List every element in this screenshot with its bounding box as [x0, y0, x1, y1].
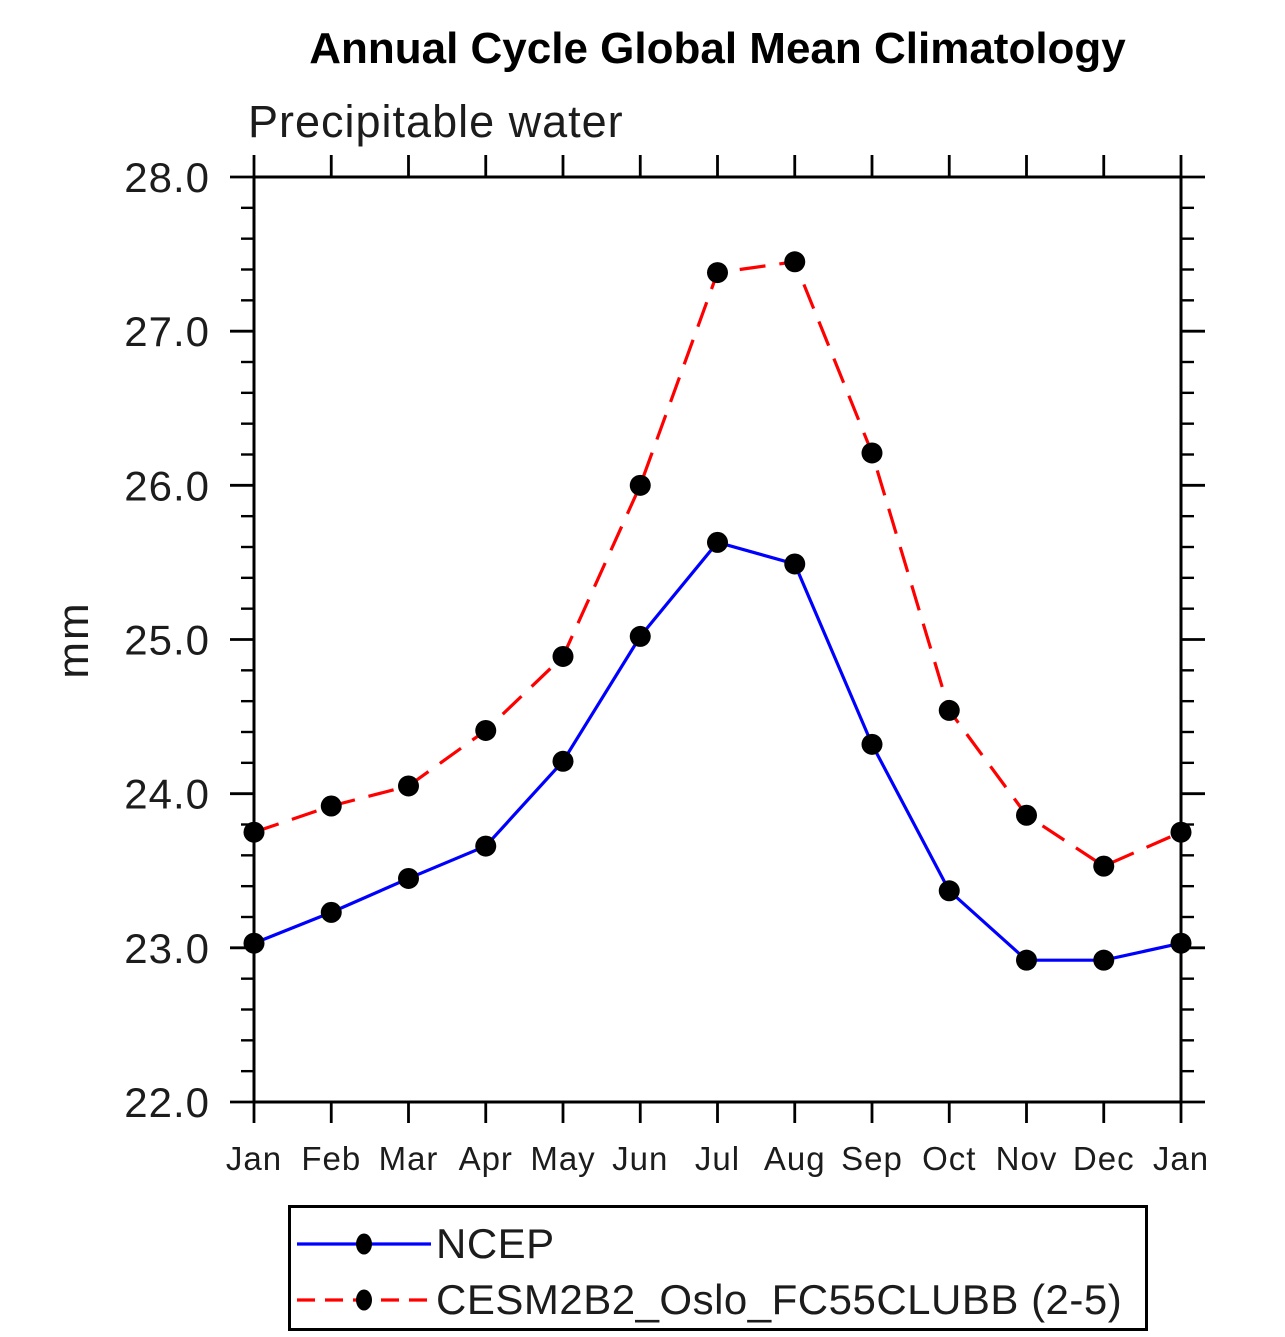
data-point-marker	[398, 867, 419, 889]
data-point-marker	[707, 531, 728, 553]
data-point-marker	[861, 733, 883, 755]
legend-line-sample-solid	[297, 1233, 431, 1255]
data-point-marker	[320, 795, 342, 817]
data-point-marker	[243, 932, 265, 954]
y-tick-label: 26.0	[124, 462, 210, 509]
x-tick-label: Oct	[922, 1140, 976, 1177]
data-point-marker	[475, 835, 497, 857]
data-point-marker	[629, 474, 651, 496]
legend-marker-icon	[356, 1233, 372, 1255]
data-point-marker	[629, 625, 651, 647]
x-tick-label: Jun	[612, 1140, 668, 1177]
series-line-ncep	[253, 540, 1182, 962]
data-point-marker	[938, 880, 960, 902]
data-point-marker	[398, 775, 419, 797]
data-point-marker	[1170, 821, 1192, 843]
legend-marker-icon	[356, 1289, 372, 1311]
data-point-marker	[1093, 949, 1115, 971]
chart-title: Annual Cycle Global Mean Climatology	[309, 24, 1126, 73]
legend-item-ncep: NCEP	[295, 1220, 555, 1267]
data-point-marker	[1016, 949, 1037, 971]
y-tick-label: 23.0	[124, 925, 210, 972]
x-tick-label: Apr	[459, 1140, 513, 1177]
x-tick-label: Aug	[764, 1140, 826, 1177]
legend-label: NCEP	[436, 1220, 555, 1267]
data-point-marker	[475, 719, 497, 741]
chart-subtitle: Precipitable water	[248, 96, 624, 147]
x-tick-label: Feb	[301, 1140, 361, 1177]
data-point-marker	[243, 821, 265, 843]
x-tick-label: Dec	[1073, 1140, 1135, 1177]
series-line-cesm2b2	[253, 260, 1182, 868]
data-point-marker	[1170, 932, 1192, 954]
y-tick-label: 27.0	[124, 308, 210, 355]
legend-label: CESM2B2_Oslo_FC55CLUBB (2-5)	[436, 1276, 1123, 1323]
data-point-marker	[320, 901, 342, 923]
data-point-marker	[938, 699, 960, 721]
data-point-marker	[784, 553, 806, 575]
data-point-marker	[1093, 855, 1115, 877]
x-tick-label: Sep	[841, 1140, 903, 1177]
data-point-marker	[552, 750, 574, 772]
y-axis-label: mm	[49, 601, 98, 678]
data-point-marker	[861, 442, 883, 464]
legend-box: NCEP CESM2B2_Oslo_FC55CLUBB (2-5)	[288, 1205, 1148, 1331]
y-tick-label: 24.0	[124, 771, 210, 818]
legend-item-cesm2b2: CESM2B2_Oslo_FC55CLUBB (2-5)	[295, 1276, 1123, 1323]
plot-frame	[252, 175, 1183, 1104]
data-point-marker	[1016, 804, 1037, 826]
data-point-marker	[707, 262, 728, 284]
legend-line-sample-dashed	[297, 1289, 431, 1311]
y-tick-label: 28.0	[124, 154, 210, 201]
y-tick-label: 22.0	[124, 1079, 210, 1126]
x-tick-label: Jan	[1153, 1140, 1209, 1177]
x-tick-label: Jul	[695, 1140, 740, 1177]
x-tick-label: Jan	[226, 1140, 282, 1177]
x-tick-label: Nov	[996, 1140, 1058, 1177]
x-tick-label: May	[530, 1140, 595, 1177]
y-tick-label: 25.0	[124, 617, 210, 664]
x-tick-label: Mar	[379, 1140, 439, 1177]
data-point-marker	[552, 645, 574, 667]
data-point-marker	[784, 251, 806, 273]
